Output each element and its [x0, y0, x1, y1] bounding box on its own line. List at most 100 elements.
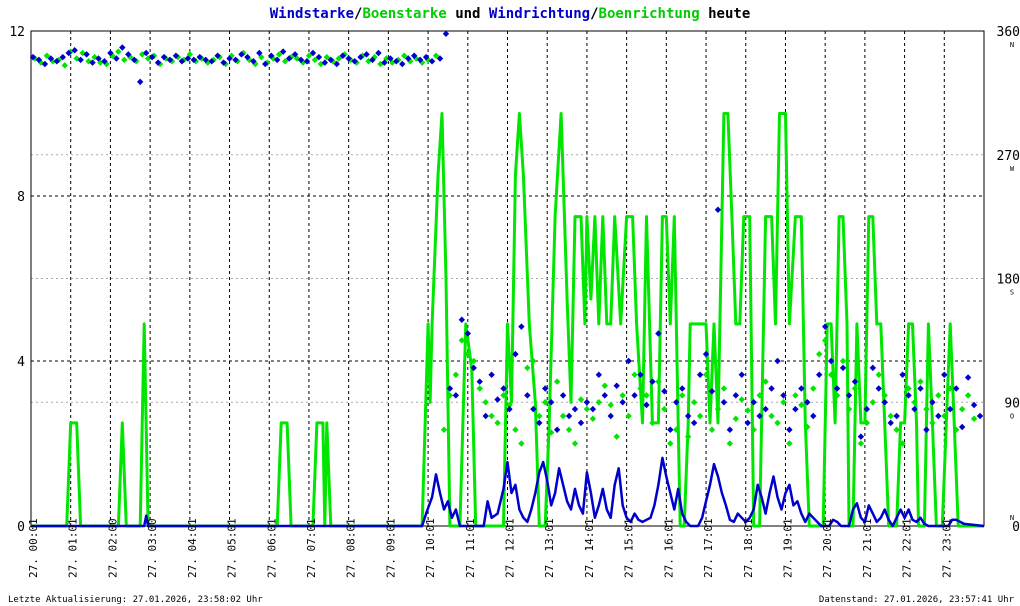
- point-windrichtung: [47, 55, 55, 62]
- point-windrichtung: [970, 401, 978, 409]
- point-boenrichtung: [667, 440, 674, 447]
- point-windrichtung: [583, 399, 591, 406]
- point-windrichtung: [178, 58, 186, 65]
- point-boenrichtung: [744, 407, 751, 414]
- point-boenrichtung: [708, 426, 716, 433]
- point-windrichtung: [452, 392, 460, 399]
- point-boenrichtung: [625, 412, 632, 420]
- point-boenrichtung: [317, 60, 325, 68]
- point-boenrichtung: [542, 399, 549, 406]
- point-boenrichtung: [192, 58, 199, 65]
- point-boenrichtung: [661, 405, 668, 413]
- point-boenrichtung: [518, 440, 525, 447]
- point-boenrichtung: [714, 405, 722, 413]
- point-boenrichtung: [524, 364, 531, 372]
- x-tick-label: 27. 06:01: [265, 518, 278, 578]
- point-boenrichtung: [275, 51, 283, 58]
- x-tick-label: 27. 00:01: [27, 518, 40, 578]
- point-boenrichtung: [827, 371, 835, 378]
- point-windrichtung: [714, 206, 722, 213]
- point-windrichtung: [941, 371, 948, 378]
- point-windrichtung: [679, 385, 686, 392]
- point-windrichtung: [559, 392, 567, 399]
- title-part-3: und: [447, 6, 489, 22]
- point-boenrichtung: [446, 392, 454, 399]
- point-boenrichtung: [696, 412, 704, 420]
- point-boenrichtung: [335, 55, 342, 62]
- title-part-7: heute: [700, 6, 751, 22]
- point-boenrichtung: [323, 53, 331, 61]
- point-boenrichtung: [162, 55, 170, 62]
- point-boenrichtung: [353, 59, 360, 66]
- x-tick-label: 27. 21:01: [861, 518, 874, 578]
- point-windrichtung: [488, 371, 495, 378]
- point-windrichtung: [738, 371, 745, 378]
- point-boenrichtung: [115, 48, 122, 55]
- point-boenrichtung: [305, 52, 313, 59]
- point-boenrichtung: [458, 337, 466, 344]
- point-boenrichtung: [565, 426, 573, 433]
- point-windrichtung: [244, 53, 251, 61]
- point-boenrichtung: [571, 440, 579, 447]
- point-boenrichtung: [881, 392, 888, 399]
- point-windrichtung: [285, 55, 293, 62]
- point-boenrichtung: [684, 433, 692, 440]
- point-windrichtung: [256, 49, 263, 57]
- point-windrichtung: [405, 55, 412, 62]
- x-tick-label: 27. 15:01: [623, 518, 636, 578]
- point-boenrichtung: [97, 59, 104, 66]
- point-boenrichtung: [762, 378, 769, 385]
- point-windrichtung: [184, 55, 192, 62]
- left-tick-label: 0: [17, 520, 25, 535]
- point-windrichtung: [619, 399, 626, 406]
- point-windrichtung: [77, 56, 84, 64]
- point-boenrichtung: [85, 58, 92, 65]
- point-boenrichtung: [887, 412, 894, 420]
- right-tick-label: 360: [997, 25, 1020, 40]
- point-windrichtung: [190, 56, 198, 64]
- point-windrichtung: [232, 56, 239, 64]
- point-boenrichtung: [631, 371, 638, 378]
- point-windrichtung: [744, 419, 751, 427]
- x-tick-label: 27. 14:01: [583, 518, 596, 578]
- point-windrichtung: [798, 385, 805, 392]
- point-windrichtung: [494, 396, 501, 403]
- point-boenrichtung: [792, 392, 799, 399]
- point-windrichtung: [393, 58, 400, 65]
- left-tick-label: 4: [17, 355, 25, 370]
- left-tick-label: 8: [17, 190, 25, 205]
- point-boenrichtung: [774, 419, 781, 427]
- point-windrichtung: [750, 399, 757, 406]
- point-windrichtung: [833, 385, 841, 392]
- point-windrichtung: [792, 405, 799, 413]
- point-windrichtung: [297, 56, 305, 64]
- point-boenrichtung: [607, 401, 614, 409]
- point-windrichtung: [625, 357, 632, 365]
- x-tick-label: 27. 18:01: [742, 518, 755, 578]
- point-windrichtung: [881, 399, 888, 406]
- point-windrichtung: [442, 30, 450, 37]
- point-windrichtung: [804, 399, 811, 406]
- point-windrichtung: [810, 412, 817, 420]
- point-boenrichtung: [816, 350, 823, 358]
- point-windrichtung: [595, 371, 603, 378]
- point-windrichtung: [470, 364, 477, 372]
- x-tick-label: 27. 16:01: [662, 518, 675, 578]
- x-tick-label: 27. 01:01: [67, 518, 80, 578]
- point-boenrichtung: [679, 392, 686, 399]
- point-windrichtung: [125, 51, 132, 58]
- point-boenrichtung: [109, 52, 116, 59]
- point-windrichtung: [589, 405, 597, 413]
- point-windrichtung: [893, 412, 900, 420]
- x-tick-label: 27. 10:01: [424, 518, 437, 578]
- point-windrichtung: [553, 426, 561, 433]
- compass-label: N: [1010, 514, 1014, 522]
- right-tick-label: 90: [1004, 396, 1020, 411]
- point-windrichtung: [690, 419, 698, 427]
- point-windrichtung: [315, 53, 323, 61]
- point-windrichtung: [786, 426, 793, 433]
- point-boenrichtung: [144, 55, 152, 62]
- point-windrichtung: [89, 59, 96, 66]
- point-windrichtung: [154, 59, 162, 66]
- point-windrichtung: [172, 52, 180, 59]
